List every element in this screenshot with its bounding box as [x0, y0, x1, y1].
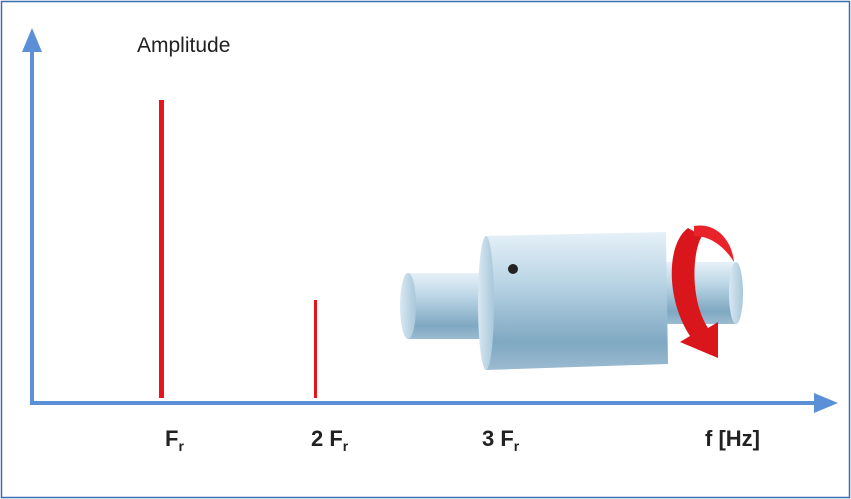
- y-axis-arrow: [22, 28, 42, 52]
- x-label-sub: r: [514, 438, 520, 454]
- x-label-sub: r: [178, 438, 184, 454]
- x-label: 3 Fr: [482, 426, 520, 454]
- x-axis-label: f [Hz]: [705, 426, 760, 451]
- spectral-line: [314, 300, 317, 398]
- x-axis-arrow: [814, 393, 838, 413]
- x-label-text: 2 F: [311, 426, 343, 451]
- rotor-illustration: [400, 225, 743, 370]
- x-label-sub: r: [343, 438, 349, 454]
- x-label: 2 Fr: [311, 426, 349, 454]
- spectral-line: [159, 100, 164, 398]
- x-label-text: F: [165, 426, 178, 451]
- x-label-text: 3 F: [482, 426, 514, 451]
- y-axis-label: Amplitude: [137, 34, 230, 57]
- x-label: Fr: [165, 426, 184, 454]
